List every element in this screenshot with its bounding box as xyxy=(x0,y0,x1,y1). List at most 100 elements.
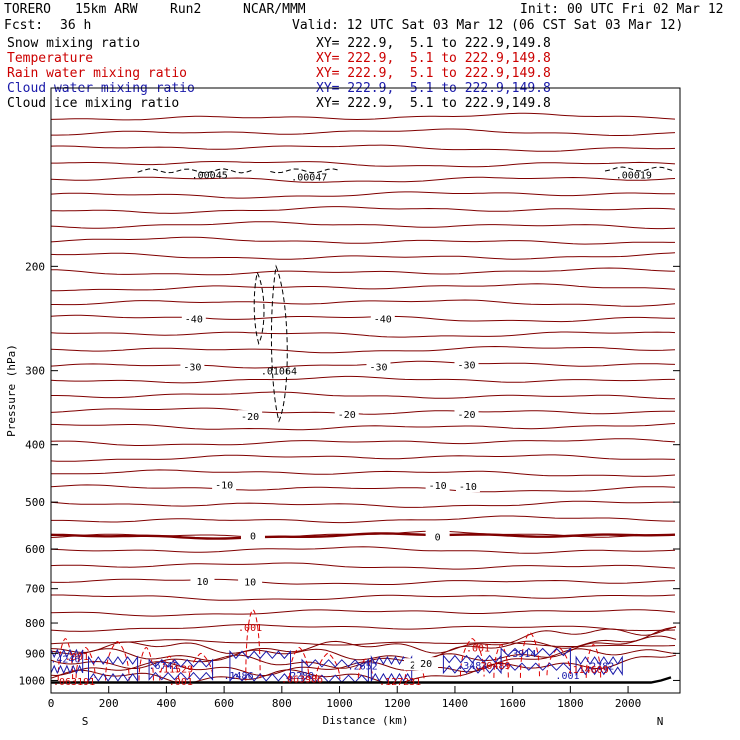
isotherm-line xyxy=(50,360,676,369)
y-tick-label: 1000 xyxy=(19,674,46,687)
lowlevel-isotherm-line xyxy=(50,626,677,662)
cloud-water-contour xyxy=(442,654,502,675)
field-value-label: .00047 xyxy=(291,172,327,183)
cloud-water-contour xyxy=(50,648,84,675)
isotherm-label: -10 xyxy=(215,481,233,492)
field-value-label: .063986 xyxy=(281,674,323,685)
x-tick-label: 1600 xyxy=(499,697,526,710)
legend-temp-name: Temperature xyxy=(7,51,94,66)
header-fcst-value: 36 h xyxy=(60,18,92,33)
isotherm-label: 10 xyxy=(244,578,256,589)
rain-contour xyxy=(315,652,341,680)
isotherm-label-bg xyxy=(414,657,439,670)
isotherm-line xyxy=(51,391,675,400)
cloud-water-contour xyxy=(148,658,214,681)
isotherm-label: -20 xyxy=(241,412,259,423)
field-value-label: .001 xyxy=(466,643,490,654)
isotherm-label: 20 xyxy=(420,659,432,670)
isotherm-line xyxy=(50,407,675,415)
x-axis-title: Distance (km) xyxy=(322,714,408,727)
isotherm-line xyxy=(50,639,676,647)
y-tick-label: 300 xyxy=(25,365,45,378)
rain-contour xyxy=(159,655,180,681)
cloud-water-contour xyxy=(500,647,571,672)
rain-contour xyxy=(245,609,261,681)
y-tick-label: 200 xyxy=(25,260,45,273)
header-run: Run2 xyxy=(170,2,202,17)
isotherm-label: 10 xyxy=(196,577,208,588)
rain-contour xyxy=(57,638,74,681)
x-tick-label: 1000 xyxy=(326,697,353,710)
y-tick-label: 400 xyxy=(25,439,45,452)
cloud-water-contour xyxy=(88,655,139,683)
isotherm-label: -30 xyxy=(183,362,201,373)
isotherm-label-bg xyxy=(370,312,395,325)
field-value-label: .1486 xyxy=(223,671,253,682)
isotherm-label-bg xyxy=(366,360,391,373)
isotherm-label-bg xyxy=(180,360,205,373)
field-value-label: .3914 xyxy=(506,649,536,660)
header-fcst-label: Fcst: xyxy=(4,18,44,33)
isotherm-label: -30 xyxy=(457,361,475,372)
rain-contour xyxy=(105,641,130,681)
isotherm-line xyxy=(50,438,676,446)
isotherm-label-bg xyxy=(212,478,237,491)
isotherm-line xyxy=(51,283,676,292)
isotherm-line xyxy=(50,191,675,199)
isotherm-label: 0 xyxy=(435,532,441,543)
field-value-label: .063191 xyxy=(53,677,95,688)
field-value-label: .001 xyxy=(169,677,193,688)
isotherm-line xyxy=(50,176,676,183)
isotherm-line xyxy=(50,144,676,152)
isotherm-line xyxy=(50,578,676,585)
isotherm-label-bg xyxy=(454,407,479,420)
field-value-label: .00045 xyxy=(192,171,228,182)
field-value-label: .3483 xyxy=(457,661,487,672)
isotherm-label: -40 xyxy=(374,315,392,326)
snow-contour xyxy=(270,168,340,174)
isotherm-label-bg xyxy=(425,530,450,543)
y-axis-title: Pressure (hPa) xyxy=(5,344,18,437)
field-value-label: .6742 xyxy=(148,661,178,672)
isotherm-label: -10 xyxy=(459,482,477,493)
isotherm-line xyxy=(50,469,676,477)
isotherm-line xyxy=(51,128,676,136)
rain-contour xyxy=(188,652,214,678)
legend-snow-name: Snow mixing ratio xyxy=(7,36,141,51)
field-value-label: .2652 xyxy=(348,661,378,672)
field-value-label: .001 xyxy=(555,671,579,682)
y-tick-label: 600 xyxy=(25,543,45,556)
isotherm-label-bg xyxy=(425,479,450,492)
isotherm-label: -20 xyxy=(457,410,475,421)
isotherm-line xyxy=(50,112,676,121)
field-value-label: .11529 xyxy=(157,665,193,676)
rain-contour xyxy=(546,647,572,676)
x-tick-label: 200 xyxy=(99,697,119,710)
cloud-water-contour xyxy=(370,655,413,683)
isotherm-label: -30 xyxy=(369,362,387,373)
isotherm-line xyxy=(50,252,676,260)
header-org: NCAR/MMM xyxy=(243,2,306,17)
rain-contour xyxy=(289,647,310,678)
isotherm-line xyxy=(51,515,675,524)
cloud-water-contour xyxy=(575,655,623,676)
y-tick-label: 800 xyxy=(25,617,45,630)
field-value-label: .2782 xyxy=(584,661,614,672)
rain-contour xyxy=(585,644,602,678)
isotherm-line xyxy=(50,423,676,431)
x-tick-label: 400 xyxy=(156,697,176,710)
isotherm-line xyxy=(50,375,675,384)
isotherm-line xyxy=(50,562,676,570)
isotherm-line xyxy=(51,594,676,601)
x-tick-label: 600 xyxy=(214,697,234,710)
isotherm-label: 0 xyxy=(250,531,256,542)
surface-line xyxy=(51,676,672,684)
isotherm-line xyxy=(50,500,675,508)
isotherm-line xyxy=(50,609,676,617)
isotherm-label: -10 xyxy=(429,481,447,492)
y-tick-label: 500 xyxy=(25,496,45,509)
lowlevel-isotherm-line xyxy=(50,626,677,654)
header-resolution: 15km ARW xyxy=(75,2,138,17)
isotherm-label-bg xyxy=(334,407,359,420)
field-value-label: .114609 xyxy=(567,665,609,676)
